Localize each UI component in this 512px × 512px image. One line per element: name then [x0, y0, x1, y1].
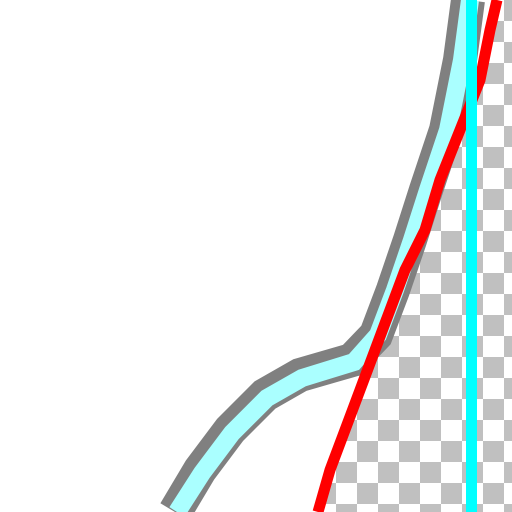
red-edge	[312, 0, 503, 512]
guide-line	[466, 0, 477, 512]
